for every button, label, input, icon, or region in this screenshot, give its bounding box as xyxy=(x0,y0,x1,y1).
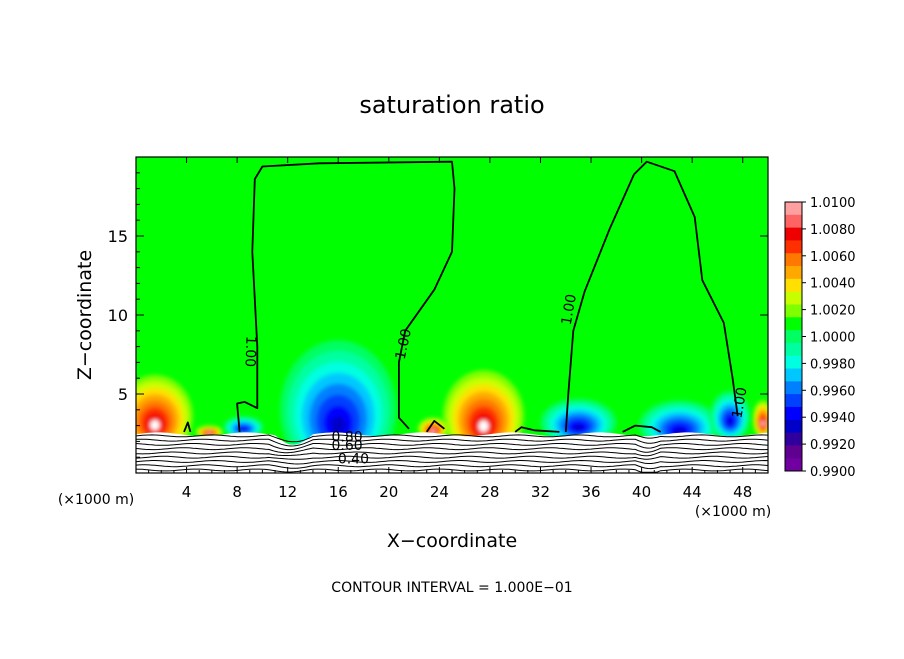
colorbar-swatch xyxy=(785,419,802,434)
colorbar-swatch xyxy=(785,458,802,472)
colorbar-label: 1.0100 xyxy=(810,196,856,211)
contour-label: 0.60 xyxy=(332,438,363,454)
contour-label: 1.00 xyxy=(559,293,580,326)
contour-line-1.00 xyxy=(425,420,445,433)
colorbar-swatch xyxy=(785,432,802,446)
colorbar-swatch xyxy=(785,253,802,267)
blob-band xyxy=(478,420,489,432)
terrain-contour xyxy=(136,443,768,451)
contour-line-1.00 xyxy=(514,426,560,433)
contour-labels: 1.00 1.00 1.00 1.00 0.800.600.40 xyxy=(241,293,750,468)
terrain-layer xyxy=(136,432,768,473)
colorbar-label: 1.0040 xyxy=(810,277,856,292)
colorbar-label: 0.9940 xyxy=(810,411,856,426)
colorbar-swatch xyxy=(785,445,802,459)
colorbar-label: 0.9980 xyxy=(810,357,856,372)
colorbar-swatch xyxy=(785,330,802,344)
x-tick-label: 36 xyxy=(581,483,600,501)
contour-line-1.00 xyxy=(183,421,192,433)
field-blob-moist xyxy=(752,400,768,439)
x-tick-label: 40 xyxy=(632,483,651,501)
terrain-contour xyxy=(136,468,768,473)
contour-label: 1.00 xyxy=(241,336,258,368)
y-axis-label: Z−coordinate xyxy=(74,250,96,380)
contour-label: 1.00 xyxy=(729,386,750,419)
terrain-contour xyxy=(136,451,768,457)
contour-line-1.00 xyxy=(622,424,662,433)
y-tick-label: 5 xyxy=(118,385,128,404)
blob-band xyxy=(727,418,733,425)
y-axis-ticks: 5 10 15 xyxy=(108,172,768,458)
colorbar-swatch xyxy=(785,381,802,395)
contour-label: 0.40 xyxy=(338,452,369,468)
contour-line-1.00 xyxy=(236,160,456,432)
terrain-contour xyxy=(136,438,768,447)
colorbar-swatch xyxy=(785,240,802,254)
colorbar-label: 1.0060 xyxy=(810,250,856,265)
y-tick-label: 15 xyxy=(108,227,128,246)
colorbar-label: 0.9920 xyxy=(810,438,856,453)
field-blob-dry xyxy=(709,390,751,442)
contour-lines xyxy=(183,160,739,433)
colorbar-swatch xyxy=(785,227,802,241)
blob-band xyxy=(207,432,212,435)
x-tick-label: 16 xyxy=(329,483,348,501)
x-units-left: (×1000 m) xyxy=(58,492,134,508)
x-tick-label: 44 xyxy=(683,483,702,501)
y-tick-label: 10 xyxy=(108,306,128,325)
x-tick-label: 32 xyxy=(531,483,550,501)
blob-band xyxy=(240,428,246,431)
blob-band xyxy=(761,421,765,426)
colorbar-swatch xyxy=(785,355,802,370)
terrain-contour xyxy=(136,459,768,465)
plot-area xyxy=(136,157,768,473)
colorbar: 1.0100 1.0080 1.0060 1.0040 1.0020 1.0000 0.99… xyxy=(784,196,856,480)
blob-band xyxy=(573,424,584,431)
contour-label: 0.80 xyxy=(332,429,363,445)
blob-band xyxy=(150,419,160,431)
contour-label: 1.00 xyxy=(393,327,415,361)
blob-band xyxy=(431,429,435,433)
colorbar-label: 1.0080 xyxy=(810,223,856,238)
terrain-contour xyxy=(136,464,768,470)
x-tick-label: 48 xyxy=(733,483,752,501)
colorbar-swatch xyxy=(785,266,802,280)
colorbar-swatch xyxy=(785,278,802,293)
colorbar-swatch xyxy=(785,394,802,408)
x-tick-label: 24 xyxy=(430,483,449,501)
x-tick-label: 4 xyxy=(182,483,192,501)
colorbar-swatch xyxy=(785,202,802,216)
x-axis-ticks: 4 8 12 16 20 24 28 32 36 40 44 48 xyxy=(148,157,756,501)
terrain-contour xyxy=(136,455,768,460)
contour-interval-footer: CONTOUR INTERVAL = 1.000E−01 xyxy=(331,580,572,596)
colorbar-label: 0.9900 xyxy=(810,465,856,480)
x-tick-label: 8 xyxy=(232,483,242,501)
colorbar-swatch xyxy=(785,406,802,421)
colorbar-swatch xyxy=(785,317,802,331)
x-tick-label: 20 xyxy=(379,483,398,501)
contour-line-1.00 xyxy=(564,160,739,432)
x-axis-label: X−coordinate xyxy=(387,530,517,552)
colorbar-swatch xyxy=(785,214,802,229)
blob-band xyxy=(330,416,346,434)
terrain-contour xyxy=(136,434,768,443)
colorbar-swatch xyxy=(785,368,802,382)
x-units-right: (×1000 m) xyxy=(695,504,771,520)
x-tick-label: 28 xyxy=(480,483,499,501)
colorbar-label: 1.0020 xyxy=(810,304,856,319)
colorbar-swatch xyxy=(785,342,802,357)
colorbar-label: 0.9960 xyxy=(810,384,856,399)
terrain-contour xyxy=(136,447,768,454)
colorbar-label: 1.0000 xyxy=(810,331,856,346)
x-tick-label: 12 xyxy=(278,483,297,501)
colorbar-swatch xyxy=(785,291,802,305)
chart-title: saturation ratio xyxy=(359,91,544,119)
colorbar-swatch xyxy=(785,304,802,318)
